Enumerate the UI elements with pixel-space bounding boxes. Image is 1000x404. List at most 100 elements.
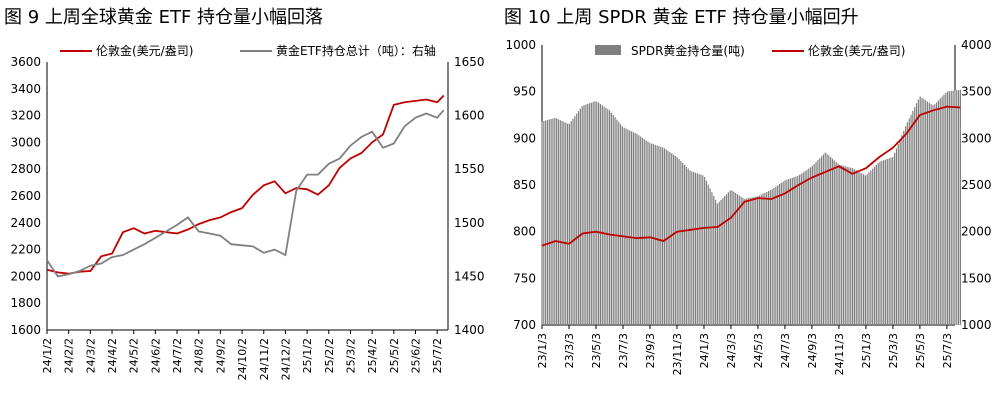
x-tick-label: 24/3/3 [725,333,738,368]
bar [587,103,589,326]
bar [797,175,799,325]
chart-left-svg: 1600 1800 2000 2200 2400 2600 2800 3000 3200 3400… [10,43,485,380]
chart-title: 图 10 上周 SPDR 黄金 ETF 持仓量小幅回升 [504,7,859,28]
bar [934,104,936,325]
bar [780,182,782,325]
y-left-tick-label: 1000 [505,38,536,52]
bar [831,158,834,325]
bar [762,193,764,325]
bar [819,158,821,325]
chart-panel-right: 图 10 上周 SPDR 黄金 ETF 持仓量小幅回升 700 750 800 850… [500,0,1000,400]
bar [634,133,636,325]
y-right-tick-label: 3000 [961,131,992,145]
bar [883,160,885,325]
bar [866,174,868,325]
y-left-tick-label: 900 [513,131,536,145]
bar [956,90,958,325]
bar [890,157,892,325]
bar [577,111,580,326]
bar [875,164,877,325]
bar [548,119,550,326]
x-tick-label: 25/4/2 [366,338,379,373]
y-left-tick-label: 800 [513,225,536,239]
bar [830,157,832,325]
bar [687,168,689,325]
bar [939,98,941,325]
bar [908,118,910,325]
bar [777,185,779,325]
y-left-tick-label: 3200 [10,109,41,123]
legend-entry: 伦敦金(美元/盎司) [808,43,905,58]
bar [656,145,658,325]
bar [822,154,824,325]
bar [554,117,556,325]
bar [590,102,592,326]
x-tick-label: 24/5/2 [128,338,141,373]
x-tick-label: 24/7/2 [171,338,184,373]
bar [846,166,848,325]
bar [842,165,845,325]
bar [618,121,620,326]
x-tick-label: 24/11/3 [833,333,846,375]
y-left-tick-label: 1800 [10,296,41,310]
bar [700,174,702,325]
bar [619,124,622,325]
bar [943,94,945,325]
y-left-tick-label: 700 [513,318,536,332]
x-tick-label: 23/5/3 [590,333,603,368]
bar [753,197,755,325]
bar [638,135,640,325]
bar [672,154,675,325]
bar [693,172,695,325]
bar [784,180,786,325]
bar [756,196,759,325]
bar [629,130,631,325]
bar [658,146,660,325]
bar [870,170,872,325]
x-tick-label: 24/5/3 [752,333,765,368]
bar [714,199,717,325]
bar [848,167,850,325]
x-tick-label: 23/9/3 [644,333,657,368]
bar [749,197,751,325]
bar [828,155,830,325]
bar [722,198,724,325]
bar [641,137,644,325]
y-left-tick-label: 3000 [10,135,41,149]
bar [802,172,804,325]
bar [694,172,697,325]
series-line [46,94,445,275]
bar [769,190,771,325]
bar [598,102,600,325]
bar [815,162,817,325]
bar [585,104,587,325]
bar [837,163,839,325]
legend-entry: 黄金ETF持仓总计（吨）：右轴 [276,43,436,58]
bar [948,91,951,325]
bar [799,174,801,325]
bar [733,191,735,325]
bar [947,91,949,325]
bar [660,146,662,325]
bar [873,166,876,325]
bar [894,152,896,325]
bar [579,108,581,325]
bar [952,90,954,326]
bar [751,197,753,325]
x-tick-label: 23/3/3 [563,333,576,368]
bar [804,171,806,325]
y-left-tick-label: 850 [513,178,536,192]
bar [574,116,576,326]
bar [691,171,693,325]
bar [707,184,709,325]
y-left-tick-label: 2400 [10,216,41,230]
bar [566,123,569,325]
bar [596,101,598,326]
chart-title: 图 9 上周全球黄金 ETF 持仓量小幅回落 [4,7,324,28]
bar [795,176,797,325]
y-right-tick-label: 1500 [454,216,485,230]
y-left-tick-label: 3600 [10,55,41,69]
bar [625,128,627,325]
chart-right-svg: 700 750 800 850 900 950 1000 1000 1500 2000 2500 30… [505,38,992,375]
bar [888,158,890,325]
